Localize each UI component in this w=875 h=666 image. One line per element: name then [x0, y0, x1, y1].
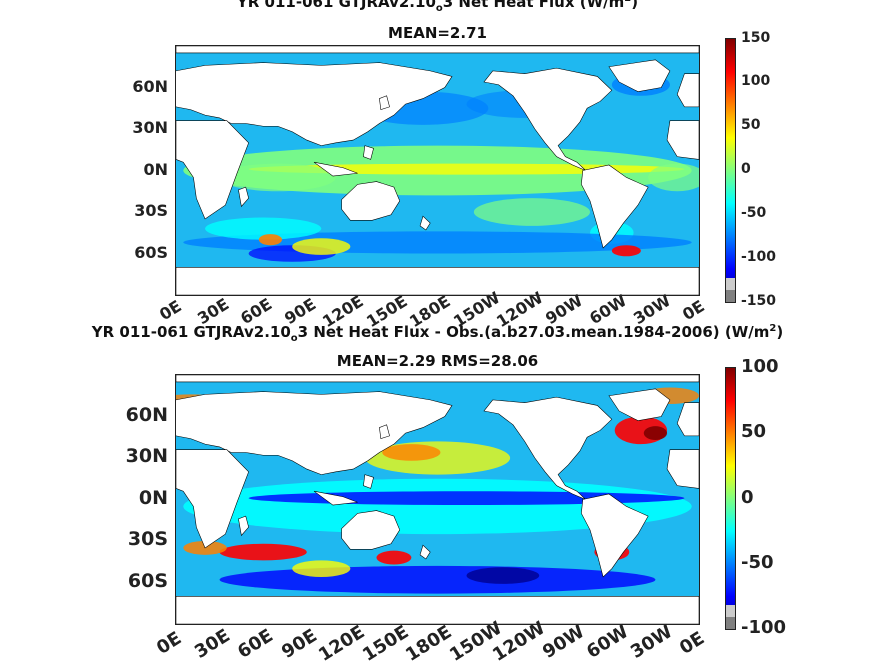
lat-tick-label: 30N	[132, 118, 168, 138]
lat-tick-label: 60S	[127, 569, 168, 592]
panel2-landmass	[313, 490, 358, 506]
panel2-landmass	[363, 474, 374, 489]
panel2-flux-region	[219, 565, 656, 594]
panel2-landmass	[341, 510, 401, 550]
panel2-flux-region	[292, 560, 351, 577]
colorbar-tick-label: -150	[741, 292, 777, 309]
colorbar-under-swatch	[726, 278, 735, 290]
panel1-flux-region	[219, 163, 336, 192]
lat-tick-label: 30S	[127, 528, 168, 551]
colorbar-tick-label: -100	[741, 248, 777, 265]
colorbar-tick-label: 0	[741, 486, 754, 508]
panel2-landmass	[176, 449, 249, 549]
panel2-landmass	[608, 388, 671, 421]
panel1-colorbar	[725, 38, 736, 303]
panel1-landmass	[176, 120, 249, 220]
panel2-flux-region	[219, 543, 307, 561]
lat-tick-label: 30N	[125, 445, 168, 468]
panel1-flux-region	[258, 234, 283, 246]
panel2-landmass	[176, 596, 699, 624]
lon-tick-label: 90W	[539, 621, 589, 663]
panel1-flux-region	[611, 245, 641, 257]
lon-tick-label: 60E	[234, 624, 278, 663]
panel2-flux-region	[382, 444, 441, 461]
panel2-flux-region	[643, 426, 668, 441]
panel2-landmass	[581, 493, 649, 578]
lon-tick-label: 0E	[155, 296, 185, 325]
colorbar-tick-label: 150	[741, 29, 771, 46]
colorbar-tick-label: 50	[741, 421, 767, 443]
lon-tick-label: 0E	[676, 628, 709, 659]
panel1-map	[175, 45, 700, 296]
panel2-title: YR 011-061 GTJRAv2.10o3 Net Heat Flux - …	[91, 323, 784, 344]
lon-tick-label: 120E	[315, 621, 369, 666]
panel2-flux-region	[466, 567, 540, 584]
panel2-landmass	[676, 402, 699, 437]
colorbar-tick-label: 50	[741, 117, 761, 134]
panel1-landmass	[379, 95, 390, 111]
panel1-landmass	[313, 161, 358, 177]
colorbar-tick-label: 100	[741, 356, 779, 378]
panel2-landmass	[483, 396, 613, 500]
lon-tick-label: 0E	[678, 296, 708, 325]
lat-tick-label: 30S	[134, 201, 168, 221]
colorbar-gradient	[726, 368, 735, 629]
panel1-landmass	[176, 46, 699, 54]
panel1-landmass	[666, 120, 699, 160]
lon-tick-label: 60W	[582, 621, 633, 663]
panel1-flux-region	[473, 198, 591, 226]
panel2-flux-region	[376, 550, 412, 565]
colorbar-gradient	[726, 39, 735, 302]
colorbar-under-swatch	[726, 605, 735, 617]
lat-tick-label: 0N	[138, 486, 168, 509]
panel1-title: YR 011-061 GTJRAv2.10o3 Net Heat Flux (W…	[236, 0, 639, 14]
colorbar-tick-label: 100	[741, 73, 771, 90]
panel1-landmass	[176, 62, 453, 146]
panel1-landmass	[676, 73, 699, 108]
panel1-landmass	[608, 59, 671, 92]
lon-tick-label: 30W	[626, 621, 676, 663]
panel2-subtitle: MEAN=2.29 RMS=28.06	[336, 352, 539, 370]
panel2-landmass	[176, 391, 453, 475]
lon-tick-label: 150E	[358, 621, 413, 666]
panel1-landmass	[238, 186, 249, 208]
colorbar-tick-label: -100	[741, 617, 787, 639]
lon-tick-label: 0E	[153, 628, 186, 659]
lat-tick-label: 0N	[143, 159, 168, 179]
colorbar-masked-swatch	[726, 290, 735, 302]
panel2-colorbar	[725, 367, 736, 630]
panel1-flux-region	[648, 163, 699, 192]
panel1-landmass	[483, 67, 613, 171]
lon-tick-label: 90E	[277, 624, 321, 663]
panel2-landmass	[419, 544, 431, 560]
panel1-subtitle: MEAN=2.71	[388, 24, 487, 42]
lat-tick-label: 60S	[134, 242, 168, 262]
panel1-landmass	[363, 145, 374, 160]
colorbar-tick-label: -50	[741, 551, 774, 573]
lat-tick-label: 60N	[125, 403, 168, 426]
panel1-landmass	[581, 164, 649, 249]
lat-tick-label: 60N	[132, 76, 168, 96]
colorbar-masked-swatch	[726, 617, 735, 629]
panel1-landmass	[176, 267, 699, 295]
panel1-landmass	[341, 181, 401, 221]
panel2-landmass	[238, 515, 249, 537]
lon-tick-label: 180E	[402, 621, 456, 666]
panel1-flux-region	[205, 217, 322, 240]
panel2-landmass	[176, 375, 699, 383]
panel2-landmass	[379, 424, 390, 440]
colorbar-tick-label: 0	[741, 161, 751, 178]
panel2-map	[175, 374, 700, 625]
panel2-landmass	[666, 449, 699, 489]
panel1-flux-region	[292, 238, 351, 255]
lon-tick-label: 30E	[190, 624, 234, 663]
colorbar-tick-label: -50	[741, 204, 767, 221]
panel1-landmass	[419, 215, 431, 231]
